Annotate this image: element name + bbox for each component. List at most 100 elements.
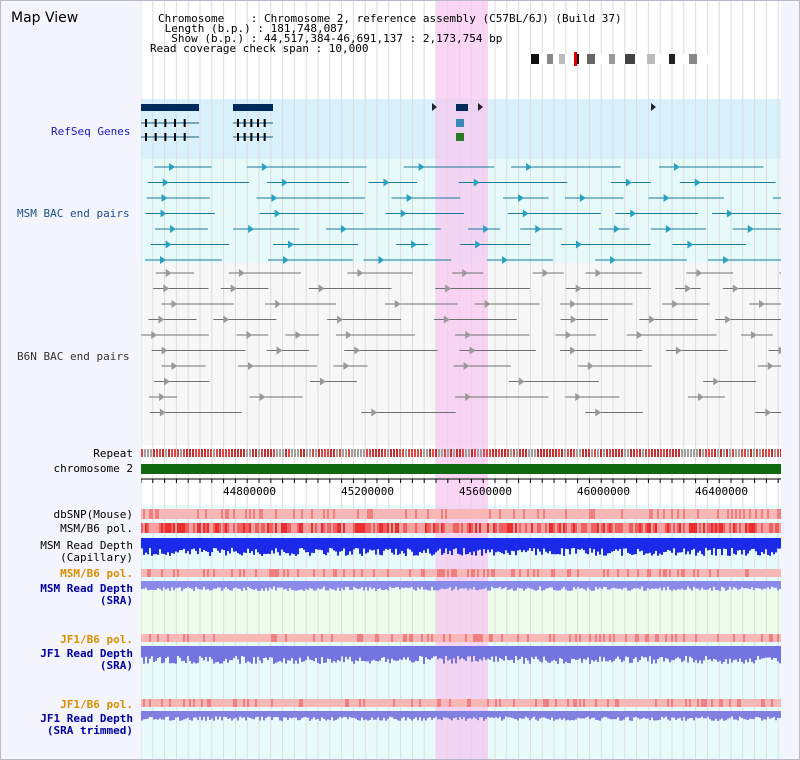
read-depth-bar [429,646,431,660]
read-depth-bar [573,538,575,548]
polymorphism-mark [315,634,317,642]
polymorphism-mark [215,699,217,707]
read-depth-bar [395,646,397,661]
read-depth-bar [403,646,405,658]
ideogram-band [529,54,713,64]
polymorphism-mark [317,699,319,707]
read-depth-bar [317,538,319,550]
read-depth-bar [767,711,769,717]
polymorphism-mark [349,569,351,577]
read-depth-bar [199,538,201,549]
read-depth-bar [699,646,701,661]
read-depth-bar [495,581,497,589]
polymorphism-mark [537,699,539,707]
polymorphism-mark [297,509,299,519]
read-depth-bar [251,711,253,719]
polymorphism-mark [761,699,763,707]
read-depth-bar [441,646,443,659]
polymorphism-mark [457,634,459,642]
read-depth-bar [377,646,379,662]
read-depth-bar [565,538,567,549]
polymorphism-mark [549,509,551,519]
b6n-bac-end [445,284,452,293]
polymorphism-mark [665,523,667,533]
polymorphism-mark [415,699,417,707]
polymorphism-mark [299,569,301,577]
read-depth-bar [157,711,159,720]
polymorphism-mark [147,634,149,642]
read-depth-bar [689,581,691,589]
msm-bac-end [169,163,176,171]
read-depth-bar [531,581,533,590]
polymorphism-mark [299,523,301,533]
read-depth-bar [683,581,685,591]
read-depth-bar [249,646,251,663]
polymorphism-mark [301,509,303,519]
polymorphism-mark [471,523,473,533]
read-depth-bar [233,581,235,589]
read-depth-bar [201,581,203,590]
polymorphism-mark [589,569,591,577]
read-depth-bar [377,711,379,718]
read-depth-bar [745,711,747,720]
read-depth-bar [291,646,293,658]
genome-plot-area[interactable] [141,1,781,759]
read-depth-bar [591,581,593,591]
polymorphism-mark [655,523,657,533]
polymorphism-mark [687,634,689,642]
polymorphism-mark [421,509,423,519]
read-depth-bar [235,646,237,656]
repeat-mark [306,449,308,457]
polymorphism-mark [397,509,399,519]
read-depth-bar [727,581,729,590]
polymorphism-mark [449,569,451,577]
polymorphism-mark [743,634,745,642]
read-depth-bar [585,538,587,554]
read-depth-bar [527,538,529,551]
read-depth-bar [301,646,303,662]
polymorphism-mark [477,569,479,577]
polymorphism-mark [641,634,643,642]
polymorphism-mark [729,569,731,577]
polymorphism-mark [221,509,223,519]
read-depth-bar [697,581,699,589]
axis-tick-label: 46400000 [695,485,748,498]
polymorphism-mark [359,509,361,519]
polymorphism-mark [275,569,277,577]
read-depth-bar [381,646,383,658]
msm-bac-end [283,256,290,264]
refseq-gene [141,104,199,111]
read-depth-bar [577,711,579,718]
read-depth-bar [457,581,459,591]
chromosome-ideogram[interactable] [529,52,713,66]
polymorphism-mark [689,634,691,642]
read-depth-bar [351,581,353,590]
polymorphism-mark [303,634,305,642]
polymorphism-mark [671,523,673,533]
read-depth-bar [757,646,759,657]
polymorphism-mark [731,509,733,519]
polymorphism-mark [637,634,639,642]
read-depth-bar [447,538,449,555]
read-depth-bar [357,538,359,549]
read-depth-bar [753,581,755,590]
read-depth-bar [567,711,569,720]
read-depth-bar [365,581,367,588]
polymorphism-mark [471,634,473,642]
polymorphism-mark [407,569,409,577]
repeat-mark [261,449,263,457]
polymorphism-mark [439,634,441,642]
read-depth-bar [223,581,225,589]
polymorphism-mark [391,569,393,577]
read-depth-bar [701,646,703,664]
polymorphism-mark [359,569,361,577]
read-depth-bar [573,646,575,659]
read-depth-bar [587,538,589,555]
read-depth-bar [407,581,409,588]
polymorphism-mark [243,509,245,519]
read-depth-bar [589,646,591,664]
read-depth-bar [721,581,723,587]
repeat-mark [270,449,272,457]
read-depth-bar [595,646,597,661]
polymorphism-mark [297,523,299,533]
